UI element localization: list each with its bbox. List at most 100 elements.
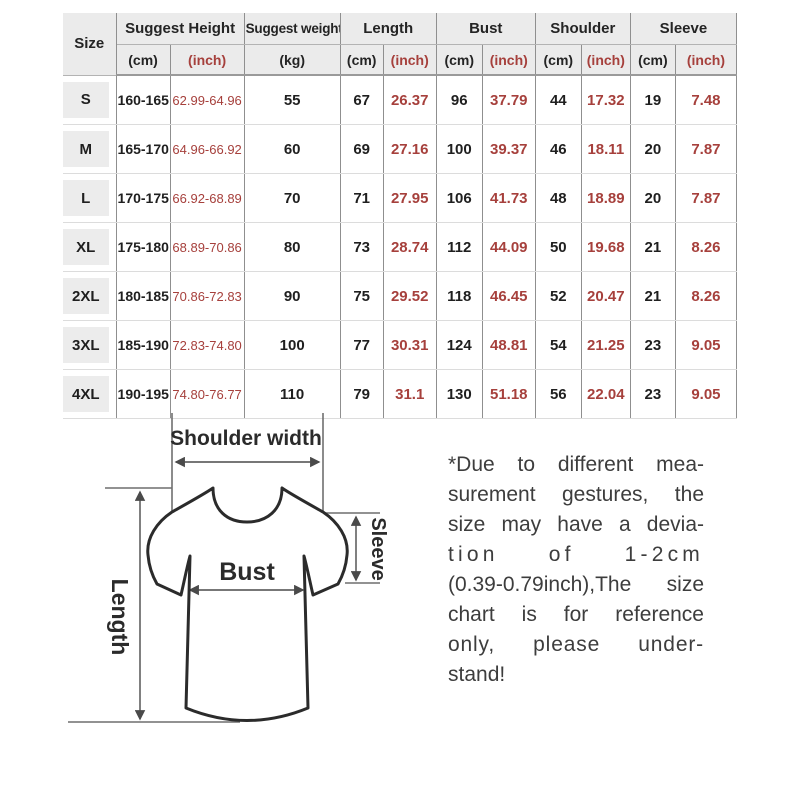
cell-shoulder_cm: 52 bbox=[535, 271, 582, 321]
cell-bust_cm: 112 bbox=[436, 222, 483, 272]
cell-bust_inch: 48.81 bbox=[482, 320, 536, 370]
size-label: 3XL bbox=[63, 327, 109, 363]
cell-bust_cm: 118 bbox=[436, 271, 483, 321]
cell-bust_cm: 106 bbox=[436, 173, 483, 223]
table-row: 4XL 190-195 74.80-76.77 110 79 31.1 130 51.18 56… bbox=[63, 369, 738, 419]
cell-sleeve_cm: 23 bbox=[630, 320, 676, 370]
cell-length_inch: 27.16 bbox=[383, 124, 437, 174]
cell-weight_kg: 80 bbox=[244, 222, 341, 272]
table-row: S 160-165 62.99-64.96 55 67 26.37 96 37.79 44 17.… bbox=[63, 75, 738, 125]
cell-length_inch: 29.52 bbox=[383, 271, 437, 321]
subheader-height-inch: (inch) bbox=[170, 44, 245, 76]
note-line: surement gestures, the bbox=[448, 483, 704, 506]
cell-length_cm: 75 bbox=[340, 271, 384, 321]
note-line: tion of 1-2cm bbox=[448, 543, 704, 566]
subheader-sleeve-cm: (cm) bbox=[630, 44, 676, 76]
cell-size: M bbox=[63, 124, 117, 174]
size-label: M bbox=[63, 131, 109, 167]
cell-length_cm: 67 bbox=[340, 75, 384, 125]
size-label: S bbox=[63, 81, 109, 118]
size-label: 2XL bbox=[63, 278, 109, 314]
cell-length_cm: 71 bbox=[340, 173, 384, 223]
cell-height_cm: 170-175 bbox=[116, 173, 171, 223]
length-label: Length bbox=[107, 579, 133, 656]
cell-shoulder_inch: 18.89 bbox=[581, 173, 631, 223]
cell-weight_kg: 100 bbox=[244, 320, 341, 370]
note-line: (0.39-0.79inch),The size bbox=[448, 573, 704, 596]
cell-height_inch: 70.86-72.83 bbox=[170, 271, 245, 321]
cell-sleeve_cm: 23 bbox=[630, 369, 676, 419]
cell-bust_cm: 124 bbox=[436, 320, 483, 370]
cell-sleeve_inch: 7.87 bbox=[675, 124, 738, 174]
size-table-body: S 160-165 62.99-64.96 55 67 26.37 96 37.79 44 17.… bbox=[63, 75, 738, 419]
subheader-weight-kg: (kg) bbox=[244, 44, 341, 76]
cell-sleeve_inch: 7.48 bbox=[675, 75, 738, 125]
cell-sleeve_cm: 21 bbox=[630, 222, 676, 272]
note-line: only, please under- bbox=[448, 633, 704, 656]
cell-size: S bbox=[63, 75, 117, 125]
cell-bust_cm: 130 bbox=[436, 369, 483, 419]
cell-height_inch: 72.83-74.80 bbox=[170, 320, 245, 370]
cell-bust_inch: 51.18 bbox=[482, 369, 536, 419]
cell-height_inch: 62.99-64.96 bbox=[170, 75, 245, 125]
cell-sleeve_cm: 20 bbox=[630, 124, 676, 174]
cell-length_inch: 27.95 bbox=[383, 173, 437, 223]
cell-sleeve_cm: 21 bbox=[630, 271, 676, 321]
cell-sleeve_inch: 9.05 bbox=[675, 369, 738, 419]
table-row: 3XL 185-190 72.83-74.80 100 77 30.31 124 48.81 5… bbox=[63, 320, 738, 370]
note-line: chart is for reference bbox=[448, 603, 704, 626]
subheader-length-cm: (cm) bbox=[340, 44, 384, 76]
cell-shoulder_inch: 22.04 bbox=[581, 369, 631, 419]
note-line: stand! bbox=[448, 663, 506, 686]
cell-bust_cm: 100 bbox=[436, 124, 483, 174]
cell-shoulder_cm: 44 bbox=[535, 75, 582, 125]
cell-height_cm: 165-170 bbox=[116, 124, 171, 174]
note-line: size may have a devia- bbox=[448, 513, 704, 536]
size-label: 4XL bbox=[63, 376, 109, 412]
cell-shoulder_cm: 54 bbox=[535, 320, 582, 370]
bust-label: Bust bbox=[219, 558, 275, 586]
cell-weight_kg: 70 bbox=[244, 173, 341, 223]
cell-height_inch: 64.96-66.92 bbox=[170, 124, 245, 174]
subheader-height-cm: (cm) bbox=[116, 44, 171, 76]
cell-length_cm: 73 bbox=[340, 222, 384, 272]
cell-sleeve_inch: 9.05 bbox=[675, 320, 738, 370]
cell-length_cm: 77 bbox=[340, 320, 384, 370]
cell-shoulder_cm: 46 bbox=[535, 124, 582, 174]
size-label: L bbox=[63, 180, 109, 216]
table-row: XL 175-180 68.89-70.86 80 73 28.74 112 44.09 50 1… bbox=[63, 222, 738, 272]
cell-size: L bbox=[63, 173, 117, 223]
sleeve-label: Sleeve bbox=[367, 517, 389, 580]
cell-sleeve_cm: 20 bbox=[630, 173, 676, 223]
tshirt-measurement-diagram: Shoulder width Bust Sleeve Length bbox=[68, 413, 389, 723]
table-row: M 165-170 64.96-66.92 60 69 27.16 100 39.37 46 18… bbox=[63, 124, 738, 174]
measurement-disclaimer: *Due to different mea- surement gestures… bbox=[448, 450, 704, 690]
subheader-bust-inch: (inch) bbox=[482, 44, 536, 76]
column-header-shoulder: Shoulder bbox=[535, 13, 631, 45]
cell-weight_kg: 90 bbox=[244, 271, 341, 321]
shoulder-width-label: Shoulder width bbox=[170, 427, 322, 450]
subheader-bust-cm: (cm) bbox=[436, 44, 483, 76]
cell-bust_inch: 44.09 bbox=[482, 222, 536, 272]
column-header-sleeve: Sleeve bbox=[630, 13, 738, 45]
cell-weight_kg: 60 bbox=[244, 124, 341, 174]
cell-length_inch: 30.31 bbox=[383, 320, 437, 370]
column-header-suggest-weight: Suggest weight bbox=[244, 13, 341, 45]
cell-bust_inch: 39.37 bbox=[482, 124, 536, 174]
cell-shoulder_inch: 17.32 bbox=[581, 75, 631, 125]
column-header-suggest-height: Suggest Height bbox=[116, 13, 245, 45]
column-header-bust: Bust bbox=[436, 13, 536, 45]
cell-height_cm: 190-195 bbox=[116, 369, 171, 419]
cell-size: 2XL bbox=[63, 271, 117, 321]
cell-size: 3XL bbox=[63, 320, 117, 370]
cell-height_cm: 160-165 bbox=[116, 75, 171, 125]
cell-sleeve_inch: 8.26 bbox=[675, 222, 738, 272]
cell-sleeve_cm: 19 bbox=[630, 75, 676, 125]
cell-shoulder_inch: 18.11 bbox=[581, 124, 631, 174]
cell-length_inch: 26.37 bbox=[383, 75, 437, 125]
cell-height_inch: 66.92-68.89 bbox=[170, 173, 245, 223]
table-row: L 170-175 66.92-68.89 70 71 27.95 106 41.73 48 18… bbox=[63, 173, 738, 223]
subheader-sleeve-inch: (inch) bbox=[675, 44, 738, 76]
cell-sleeve_inch: 8.26 bbox=[675, 271, 738, 321]
